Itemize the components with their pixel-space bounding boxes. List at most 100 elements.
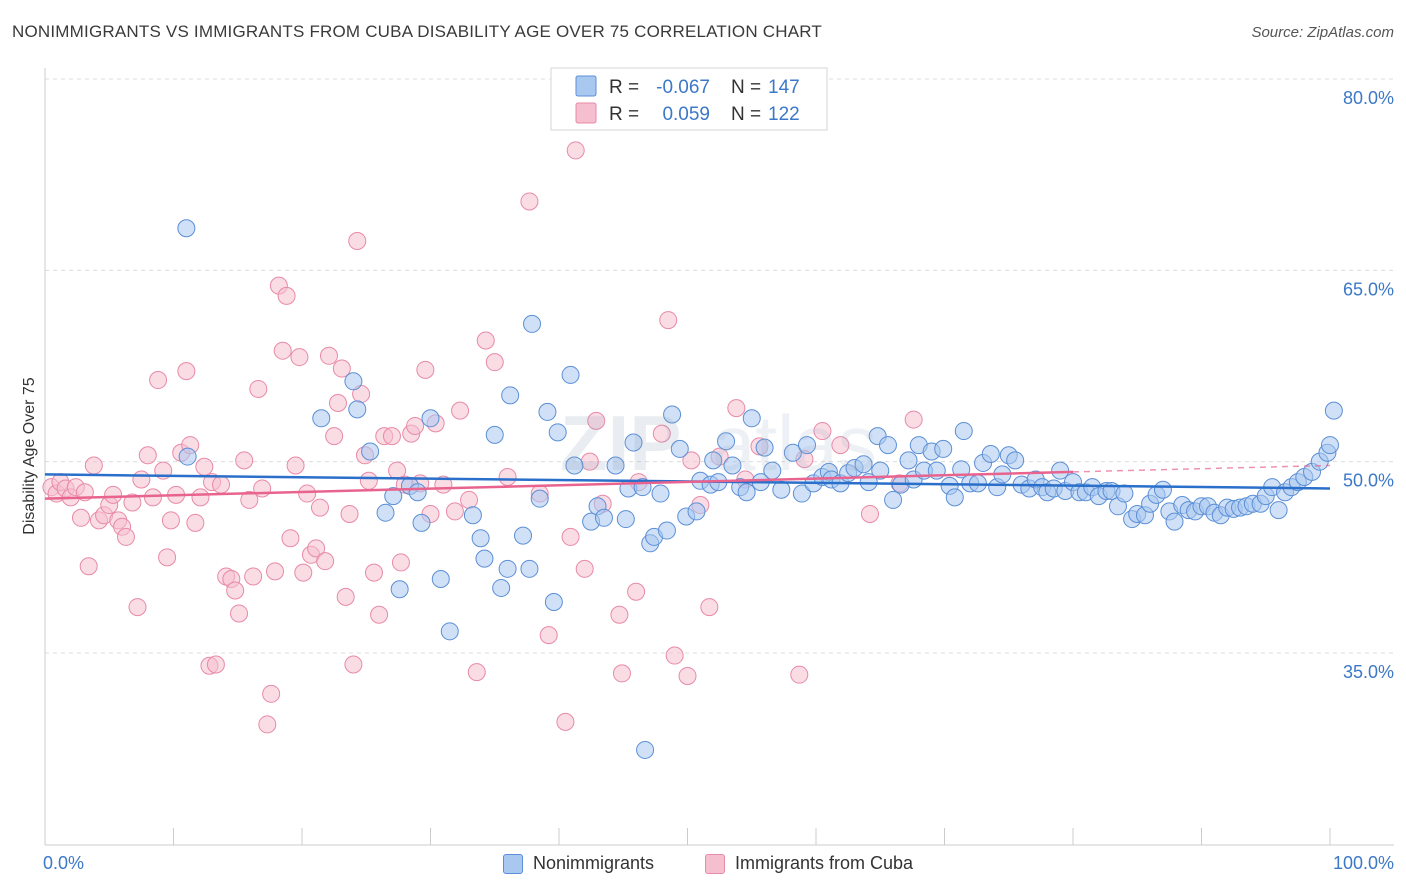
data-point-immigrants-from-cuba xyxy=(266,562,285,581)
legend-swatch-nonimmigrants xyxy=(575,75,597,97)
data-point-immigrants-from-cuba xyxy=(138,446,157,465)
data-point-nonimmigrants xyxy=(981,445,1000,464)
data-point-immigrants-from-cuba xyxy=(298,484,317,503)
data-point-immigrants-from-cuba xyxy=(904,410,923,429)
data-point-nonimmigrants xyxy=(565,456,584,475)
data-point-immigrants-from-cuba xyxy=(476,331,495,350)
data-point-immigrants-from-cuba xyxy=(566,141,585,160)
data-point-immigrants-from-cuba xyxy=(226,581,245,600)
data-point-nonimmigrants xyxy=(376,503,395,522)
data-point-nonimmigrants xyxy=(361,442,380,461)
data-point-immigrants-from-cuba xyxy=(143,488,162,507)
svg-text:atlas: atlas xyxy=(712,399,877,487)
data-point-nonimmigrants xyxy=(687,502,706,521)
data-point-nonimmigrants xyxy=(1324,401,1343,420)
data-point-immigrants-from-cuba xyxy=(416,360,435,379)
data-point-nonimmigrants xyxy=(636,740,655,759)
data-point-immigrants-from-cuba xyxy=(467,663,486,682)
y-tick-label: 65.0% xyxy=(1343,279,1394,299)
data-point-nonimmigrants xyxy=(561,365,580,384)
data-point-nonimmigrants xyxy=(884,490,903,509)
legend-r-value-1: -0.067 xyxy=(656,77,710,98)
data-point-immigrants-from-cuba xyxy=(71,508,90,527)
data-point-immigrants-from-cuba xyxy=(612,664,631,683)
data-point-nonimmigrants xyxy=(704,451,723,470)
data-point-immigrants-from-cuba xyxy=(556,712,575,731)
legend-n-label-2: N = xyxy=(731,104,761,125)
data-point-immigrants-from-cuba xyxy=(451,401,470,420)
data-point-nonimmigrants xyxy=(421,409,440,428)
data-point-nonimmigrants xyxy=(878,436,897,455)
data-point-nonimmigrants xyxy=(530,489,549,508)
data-point-immigrants-from-cuba xyxy=(665,646,684,665)
data-point-immigrants-from-cuba xyxy=(244,567,263,586)
data-point-immigrants-from-cuba xyxy=(727,399,746,418)
data-point-immigrants-from-cuba xyxy=(587,411,606,430)
data-point-immigrants-from-cuba xyxy=(406,416,425,435)
data-point-nonimmigrants xyxy=(523,314,542,333)
data-point-immigrants-from-cuba xyxy=(290,348,309,367)
data-point-immigrants-from-cuba xyxy=(652,424,671,443)
data-point-immigrants-from-cuba xyxy=(310,498,329,517)
data-point-immigrants-from-cuba xyxy=(158,548,177,567)
data-point-immigrants-from-cuba xyxy=(539,626,558,645)
data-point-immigrants-from-cuba xyxy=(359,471,378,490)
data-point-immigrants-from-cuba xyxy=(340,504,359,523)
data-point-nonimmigrants xyxy=(954,422,973,441)
data-point-nonimmigrants xyxy=(344,372,363,391)
data-point-immigrants-from-cuba xyxy=(328,393,347,412)
legend-item-nonimmigrants: Nonimmigrants xyxy=(503,853,654,874)
data-point-nonimmigrants xyxy=(594,508,613,527)
axes xyxy=(44,68,1394,846)
data-point-immigrants-from-cuba xyxy=(336,587,355,606)
data-point-immigrants-from-cuba xyxy=(281,529,300,548)
data-point-immigrants-from-cuba xyxy=(149,371,168,390)
legend-r-label-2: R = xyxy=(609,104,639,125)
data-point-immigrants-from-cuba xyxy=(161,511,180,530)
data-point-nonimmigrants xyxy=(348,400,367,419)
data-point-immigrants-from-cuba xyxy=(610,605,629,624)
data-point-nonimmigrants xyxy=(783,443,802,462)
data-point-immigrants-from-cuba xyxy=(316,552,335,571)
data-point-immigrants-from-cuba xyxy=(344,655,363,674)
series-nonimmigrants xyxy=(177,219,1343,759)
data-point-immigrants-from-cuba xyxy=(277,286,296,305)
data-point-immigrants-from-cuba xyxy=(860,504,879,523)
grid-lines xyxy=(45,78,1394,654)
data-point-nonimmigrants xyxy=(520,559,539,578)
data-point-nonimmigrants xyxy=(463,506,482,525)
data-point-nonimmigrants xyxy=(492,578,511,597)
data-point-immigrants-from-cuba xyxy=(575,559,594,578)
data-point-nonimmigrants xyxy=(440,622,459,641)
trend-line-immigrants-from-cuba xyxy=(44,470,1074,500)
y-tick-label: 35.0% xyxy=(1343,662,1394,682)
legend-label-nonimmigrants: Nonimmigrants xyxy=(533,853,655,873)
data-point-nonimmigrants xyxy=(792,484,811,503)
svg-text:ZIP: ZIP xyxy=(560,399,681,487)
data-point-nonimmigrants xyxy=(945,488,964,507)
trend-lines xyxy=(44,464,1331,500)
legend-n-value-2: 122 xyxy=(768,104,800,125)
data-point-nonimmigrants xyxy=(514,526,533,545)
data-point-immigrants-from-cuba xyxy=(813,422,832,441)
data-point-immigrants-from-cuba xyxy=(240,490,259,509)
data-point-nonimmigrants xyxy=(1321,436,1339,455)
data-point-immigrants-from-cuba xyxy=(364,563,383,582)
data-point-nonimmigrants xyxy=(742,409,761,428)
y-axis-label: Disability Age Over 75 xyxy=(21,377,38,535)
legend-r-value-2: 0.059 xyxy=(662,104,710,125)
legend-n-label-1: N = xyxy=(731,77,761,98)
data-point-immigrants-from-cuba xyxy=(128,598,147,617)
data-point-immigrants-from-cuba xyxy=(249,379,268,398)
data-point-nonimmigrants xyxy=(663,405,682,424)
data-point-nonimmigrants xyxy=(1006,451,1025,470)
data-point-immigrants-from-cuba xyxy=(370,605,389,624)
data-point-immigrants-from-cuba xyxy=(561,527,580,546)
data-point-nonimmigrants xyxy=(717,432,736,451)
data-point-nonimmigrants xyxy=(1269,501,1288,520)
data-point-nonimmigrants xyxy=(624,433,643,452)
data-point-nonimmigrants xyxy=(548,423,567,442)
data-point-immigrants-from-cuba xyxy=(191,488,210,507)
data-point-nonimmigrants xyxy=(934,439,953,458)
